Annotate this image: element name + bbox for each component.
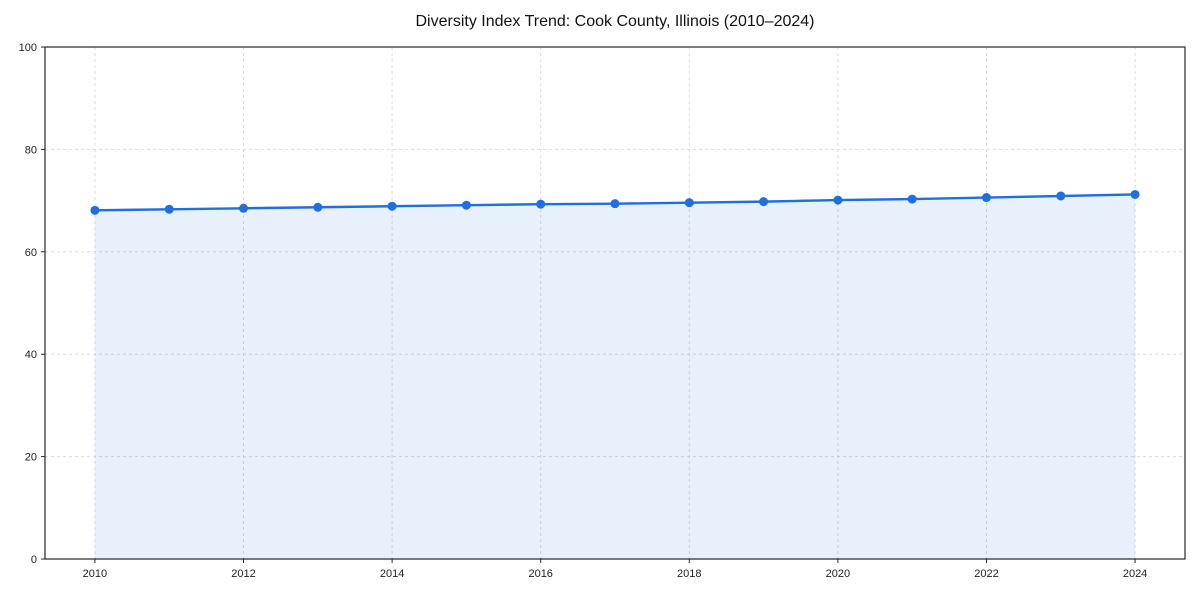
x-tick-label: 2010 <box>83 568 107 580</box>
x-tick-label: 2014 <box>380 568 404 580</box>
x-tick-label: 2018 <box>677 568 701 580</box>
x-tick-label: 2012 <box>231 568 255 580</box>
area-fill <box>94 194 1136 559</box>
y-tick-label: 80 <box>25 144 37 156</box>
data-point <box>1130 189 1140 199</box>
data-point <box>90 205 100 215</box>
x-tick-label: 2020 <box>826 568 850 580</box>
y-tick-label: 40 <box>25 349 37 361</box>
x-tick-label: 2016 <box>528 568 552 580</box>
y-tick-label: 60 <box>25 247 37 259</box>
data-point <box>907 194 917 204</box>
data-point <box>759 197 769 207</box>
axes-frame <box>44 46 1186 560</box>
data-point <box>981 193 991 203</box>
data-point <box>610 199 620 209</box>
y-tick-label: 20 <box>25 452 37 464</box>
data-point <box>461 200 471 210</box>
data-point <box>833 195 843 205</box>
data-point <box>684 198 694 208</box>
y-tick-label: 0 <box>31 554 37 566</box>
data-point <box>164 204 174 214</box>
data-point <box>1056 191 1066 201</box>
x-tick-label: 2024 <box>1123 568 1147 580</box>
data-point <box>536 199 546 209</box>
data-point <box>313 202 323 212</box>
y-tick-label: 100 <box>19 42 37 54</box>
x-tick-label: 2022 <box>974 568 998 580</box>
data-point <box>239 203 249 213</box>
data-point <box>387 201 397 211</box>
chart-title: Diversity Index Trend: Cook County, Illi… <box>415 13 815 30</box>
